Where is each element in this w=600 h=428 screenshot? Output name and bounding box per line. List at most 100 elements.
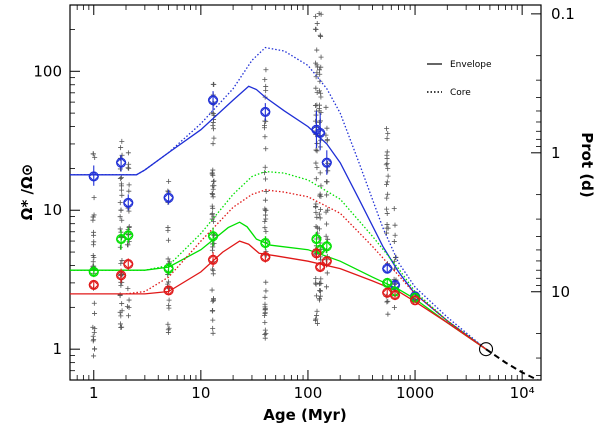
legend: Envelope Core: [427, 60, 492, 98]
star-point: [119, 217, 125, 223]
median-diamond-25th: [311, 248, 322, 259]
star-point: [210, 267, 216, 273]
star-point: [210, 122, 216, 128]
star-point: [384, 135, 390, 141]
star-point: [263, 279, 269, 285]
star-point: [384, 195, 390, 201]
star-point: [317, 287, 323, 293]
x-tick-label: 10⁴: [510, 384, 535, 402]
star-point: [90, 259, 96, 265]
median-diamond-25th: [88, 279, 100, 291]
star-point: [262, 319, 268, 325]
star-point: [262, 206, 268, 212]
star-point: [262, 327, 268, 333]
star-point: [119, 258, 125, 264]
star-point: [262, 312, 268, 318]
star-point: [91, 353, 97, 359]
star-point: [384, 225, 390, 231]
star-point: [210, 126, 216, 132]
star-point: [318, 54, 324, 60]
curve-sun-extension: [485, 348, 539, 380]
star-point: [118, 313, 124, 319]
star-point: [211, 135, 217, 141]
star-point: [317, 78, 323, 84]
median-diamond-90th: [260, 106, 271, 118]
star-point: [385, 298, 391, 304]
star-point: [92, 310, 98, 316]
star-point: [166, 297, 172, 303]
star-point: [91, 212, 97, 218]
star-point: [323, 257, 329, 263]
star-point: [90, 151, 96, 157]
star-point: [317, 293, 323, 299]
median-diamond-25th: [409, 294, 421, 306]
star-point: [209, 190, 215, 196]
median-diamond-25th: [122, 258, 134, 270]
star-point: [210, 167, 216, 173]
star-point: [262, 164, 268, 170]
star-point: [263, 83, 269, 89]
star-point: [117, 226, 123, 232]
star-point: [119, 152, 125, 158]
star-point: [391, 206, 397, 212]
star-point: [209, 212, 215, 218]
median-diamond-90th: [163, 192, 174, 204]
star-point: [318, 64, 324, 70]
star-point: [211, 82, 217, 88]
star-point: [117, 321, 123, 327]
star-point: [210, 307, 216, 313]
star-point: [90, 338, 96, 344]
star-point: [211, 111, 217, 117]
star-point: [316, 88, 322, 94]
star-point: [313, 210, 319, 216]
star-point: [126, 188, 132, 194]
star-point: [125, 313, 131, 319]
star-point: [209, 203, 215, 209]
star-point: [384, 210, 390, 216]
star-point: [325, 236, 331, 242]
star-point: [126, 208, 132, 214]
star-point: [384, 299, 390, 305]
median-diamond-25th: [207, 254, 219, 266]
star-point: [210, 317, 216, 323]
star-point: [90, 242, 96, 248]
star-point: [314, 313, 320, 319]
star-point: [125, 150, 131, 156]
median-diamond-50th: [88, 266, 100, 278]
star-point: [125, 165, 131, 171]
star-point: [91, 229, 97, 235]
median-diamond-25th: [389, 289, 401, 301]
star-point: [210, 218, 216, 224]
star-point: [118, 181, 124, 187]
star-point: [262, 294, 268, 300]
star-point: [262, 77, 268, 83]
star-point: [165, 279, 171, 285]
y-axis-title-left: Ω* /Ω⊙: [18, 164, 36, 221]
star-point: [324, 221, 330, 227]
star-point: [117, 244, 123, 250]
star-point: [383, 162, 389, 168]
star-point: [165, 188, 171, 194]
star-point: [385, 173, 391, 179]
star-point: [385, 130, 391, 136]
star-point: [318, 90, 324, 96]
star-point: [91, 329, 97, 335]
star-point: [211, 241, 217, 247]
axis-ticks: 1 10 100 1000 10⁴ 1 10 100 0.1 1 10: [33, 4, 575, 402]
star-point: [324, 125, 330, 131]
star-point: [324, 192, 330, 198]
star-point: [317, 207, 323, 213]
star-point: [211, 233, 217, 239]
y-tick-label: 10: [43, 201, 62, 219]
star-point: [165, 321, 171, 327]
star-point: [324, 138, 330, 144]
star-point: [313, 13, 319, 19]
star-point: [262, 310, 268, 316]
star-point: [323, 284, 329, 290]
star-point: [314, 21, 320, 27]
star-point: [92, 346, 98, 352]
star-point: [317, 170, 323, 176]
star-point: [262, 331, 268, 337]
median-diamond-25th: [163, 285, 174, 296]
median-diamond-25th: [381, 287, 393, 298]
